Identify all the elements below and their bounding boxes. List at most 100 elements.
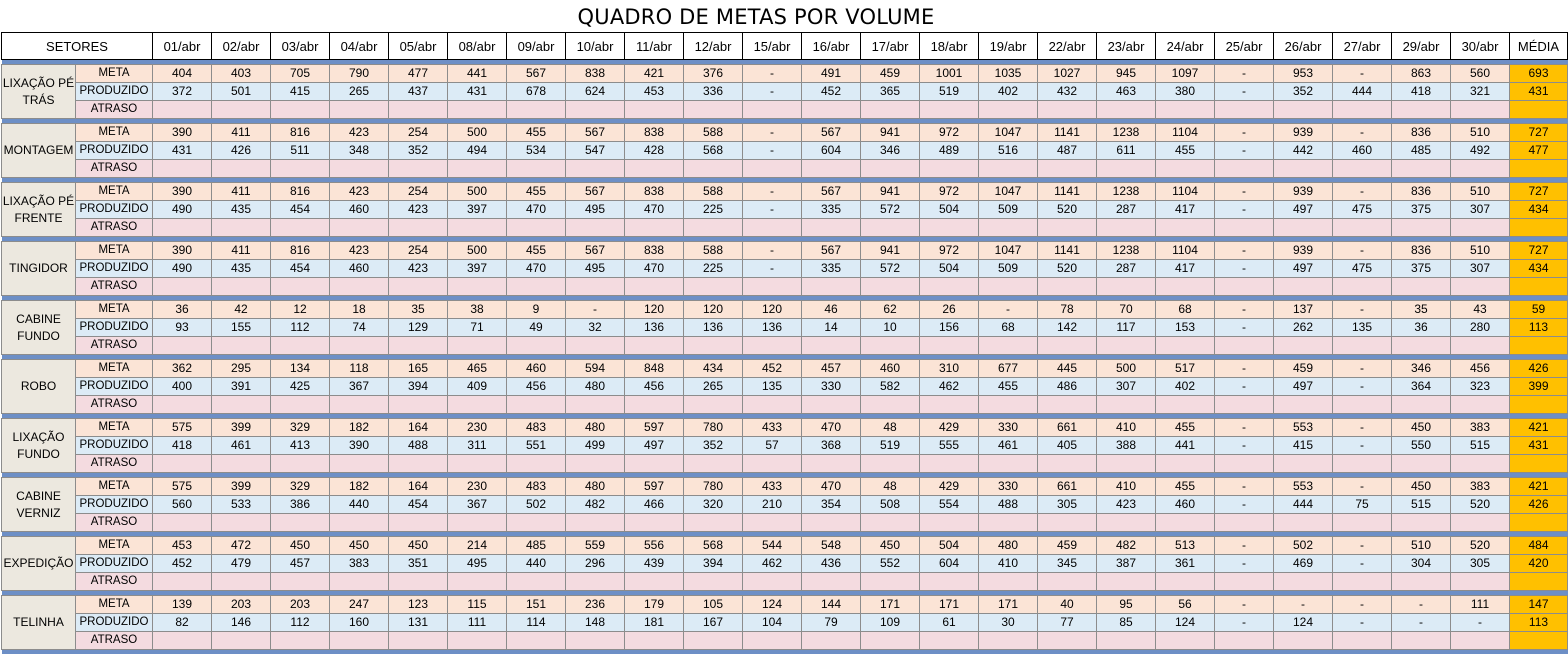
produzido-cell: 352 [388,141,448,160]
meta-cell: - [1214,477,1274,496]
meta-cell: 1047 [978,123,1038,142]
produzido-cell: 397 [447,200,507,219]
atraso-cell [1273,454,1333,473]
produzido-cell: 417 [1155,259,1215,278]
atraso-cell [1273,277,1333,296]
atraso-cell [683,336,743,355]
produzido-cell: 375 [1391,200,1451,219]
row-label-atraso: ATRASO [75,572,153,591]
atraso-cell [565,572,625,591]
produzido-cell: 497 [1273,200,1333,219]
produzido-cell: 475 [1332,259,1392,278]
produzido-cell: - [1214,554,1274,573]
meta-cell: 460 [506,359,566,378]
produzido-cell: 153 [1155,318,1215,337]
atraso-cell [329,336,389,355]
produzido-cell: 456 [624,377,684,396]
produzido-cell: 265 [683,377,743,396]
meta-cell: 1047 [978,241,1038,260]
meta-cell: 362 [152,359,212,378]
produzido-cell: 335 [801,200,861,219]
atraso-cell [1391,454,1451,473]
atraso-cell [1450,395,1510,414]
atraso-cell [624,513,684,532]
row-label-meta: META [75,241,153,260]
atraso-cell [211,395,271,414]
produzido-cell: 114 [506,613,566,632]
atraso-cell [1096,572,1156,591]
meta-cell: 816 [270,123,330,142]
meta-cell: 482 [1096,536,1156,555]
atraso-cell [447,159,507,178]
meta-cell: 450 [270,536,330,555]
meta-cell: 677 [978,359,1038,378]
meta-cell: - [742,241,802,260]
atraso-cell [270,336,330,355]
produzido-cell: 495 [565,259,625,278]
atraso-cell [860,159,920,178]
atraso-cell [1450,336,1510,355]
produzido-cell: 504 [919,259,979,278]
produzido-cell: 487 [1037,141,1097,160]
meta-cell: 434 [683,359,743,378]
atraso-cell [919,336,979,355]
meta-cell: 164 [388,418,448,437]
atraso-cell [1332,631,1392,650]
sector-separator [1,472,1568,478]
produzido-cell: 156 [919,318,979,337]
atraso-cell [1450,572,1510,591]
atraso-cell [624,100,684,119]
meta-cell: 26 [919,300,979,319]
meta-cell: 330 [978,418,1038,437]
atraso-cell [1096,336,1156,355]
meta-cell: 548 [801,536,861,555]
table-row: ATRASO [2,395,1568,414]
meta-cell: 567 [801,241,861,260]
row-label-meta: META [75,477,153,496]
produzido-cell: 555 [919,436,979,455]
atraso-cell [1273,631,1333,650]
meta-cell: 441 [447,64,507,83]
produzido-cell: - [1214,318,1274,337]
atraso-cell [624,395,684,414]
atraso-cell [683,631,743,650]
produzido-cell: 112 [270,318,330,337]
atraso-cell [388,572,448,591]
atraso-cell [1214,454,1274,473]
atraso-cell [1096,218,1156,237]
meta-cell: 105 [683,595,743,614]
sector-name: CABINE VERNIZ [1,477,76,532]
meta-cell: 553 [1273,477,1333,496]
produzido-cell: 10 [860,318,920,337]
row-label-atraso: ATRASO [75,159,153,178]
header-row: SETORES 01/abr 02/abr 03/abr 04/abr 05/abr 08… [1,32,1568,60]
atraso-cell [1450,277,1510,296]
produzido-cell: 520 [1037,259,1097,278]
atraso-average-cell [1509,513,1568,532]
atraso-cell [152,100,212,119]
produzido-cell: 460 [329,259,389,278]
produzido-cell: 352 [683,436,743,455]
produzido-cell: 437 [388,82,448,101]
atraso-cell [683,218,743,237]
atraso-cell [919,572,979,591]
row-label-atraso: ATRASO [75,631,153,650]
meta-cell: 816 [270,182,330,201]
atraso-cell [978,513,1038,532]
atraso-cell [1391,336,1451,355]
produzido-cell: 495 [565,200,625,219]
produzido-cell: 136 [624,318,684,337]
produzido-cell: 402 [978,82,1038,101]
atraso-cell [388,513,448,532]
produzido-cell: 488 [388,436,448,455]
date-header: 11/abr [624,32,684,60]
meta-cell: 410 [1096,418,1156,437]
produzido-cell: 394 [683,554,743,573]
meta-cell: 423 [329,241,389,260]
meta-cell: 972 [919,241,979,260]
atraso-cell [1391,277,1451,296]
meta-cell: 1097 [1155,64,1215,83]
meta-cell: 520 [1450,536,1510,555]
atraso-cell [1155,159,1215,178]
atraso-average-cell [1509,572,1568,591]
